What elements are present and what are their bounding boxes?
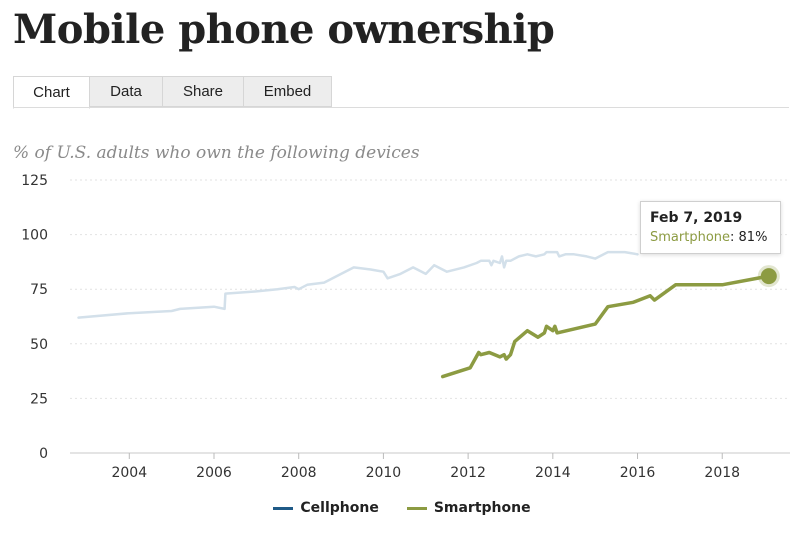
- x-tick-label: 2014: [535, 465, 571, 481]
- x-tick-label: 2006: [196, 465, 232, 481]
- legend-swatch-smartphone: [406, 506, 427, 510]
- series-line-cellphone: [77, 250, 639, 319]
- tooltip-value: 81%: [738, 230, 768, 245]
- y-tick-label: 0: [39, 446, 48, 462]
- x-tick-label: 2008: [281, 465, 317, 481]
- page-title: Mobile phone ownership: [13, 6, 555, 53]
- legend-item-smartphone[interactable]: Smartphone: [406, 500, 531, 516]
- tab-chart[interactable]: Chart: [13, 76, 90, 109]
- view-tabs: Chart Data Share Embed: [13, 76, 332, 109]
- y-tick-label: 125: [21, 173, 48, 189]
- tab-embed[interactable]: Embed: [244, 76, 332, 107]
- x-tick-label: 2018: [704, 465, 740, 481]
- y-tick-label: 100: [21, 228, 48, 244]
- chart-subtitle: % of U.S. adults who own the following d…: [13, 143, 420, 163]
- tab-data[interactable]: Data: [90, 76, 163, 107]
- legend-item-cellphone[interactable]: Cellphone: [273, 500, 379, 516]
- x-tick-label: 2016: [620, 465, 656, 481]
- y-tick-label: 50: [30, 337, 48, 353]
- legend-swatch-cellphone: [273, 506, 294, 510]
- tooltip-date: Feb 7, 2019: [650, 210, 743, 226]
- tabs-divider: [13, 107, 789, 108]
- gridlines: [70, 179, 790, 454]
- y-tick-label: 25: [30, 391, 48, 407]
- chart-legend: Cellphone Smartphone: [0, 500, 804, 516]
- series-lines: [77, 250, 780, 379]
- legend-label-smartphone: Smartphone: [433, 500, 531, 516]
- x-tick-label: 2010: [366, 465, 402, 481]
- tooltip-row: Smartphone: 81%: [650, 230, 768, 245]
- tab-share[interactable]: Share: [163, 76, 244, 107]
- series-line-smartphone: [440, 274, 771, 379]
- legend-label-cellphone: Cellphone: [300, 500, 379, 516]
- y-tick-label: 75: [30, 282, 48, 298]
- x-tick-label: 2012: [450, 465, 486, 481]
- highlight-point: [760, 268, 777, 285]
- tooltip-series-name: Smartphone: [650, 230, 731, 245]
- x-tick-label: 2004: [111, 465, 147, 481]
- axis-labels: 0 25 50 75 100 125 2004 2006 2008 2010 2012 2014 201…: [21, 173, 740, 481]
- tooltip: Feb 7, 2019 Smartphone: 81%: [640, 201, 781, 254]
